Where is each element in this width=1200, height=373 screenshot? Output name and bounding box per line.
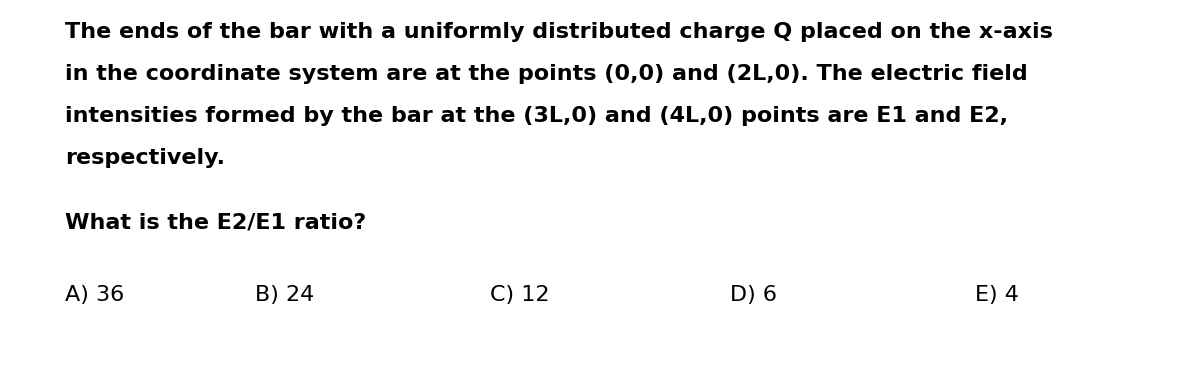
Text: The ends of the bar with a uniformly distributed charge Q placed on the x-axis: The ends of the bar with a uniformly dis… [65,22,1052,42]
Text: in the coordinate system are at the points (0,0) and (2L,0). The electric field: in the coordinate system are at the poin… [65,64,1027,84]
Text: E) 4: E) 4 [974,285,1019,305]
Text: B) 24: B) 24 [256,285,314,305]
Text: intensities formed by the bar at the (3L,0) and (4L,0) points are E1 and E2,: intensities formed by the bar at the (3L… [65,106,1008,126]
Text: D) 6: D) 6 [730,285,778,305]
Text: A) 36: A) 36 [65,285,125,305]
Text: What is the E2/E1 ratio?: What is the E2/E1 ratio? [65,212,366,232]
Text: respectively.: respectively. [65,148,226,168]
Text: C) 12: C) 12 [490,285,550,305]
